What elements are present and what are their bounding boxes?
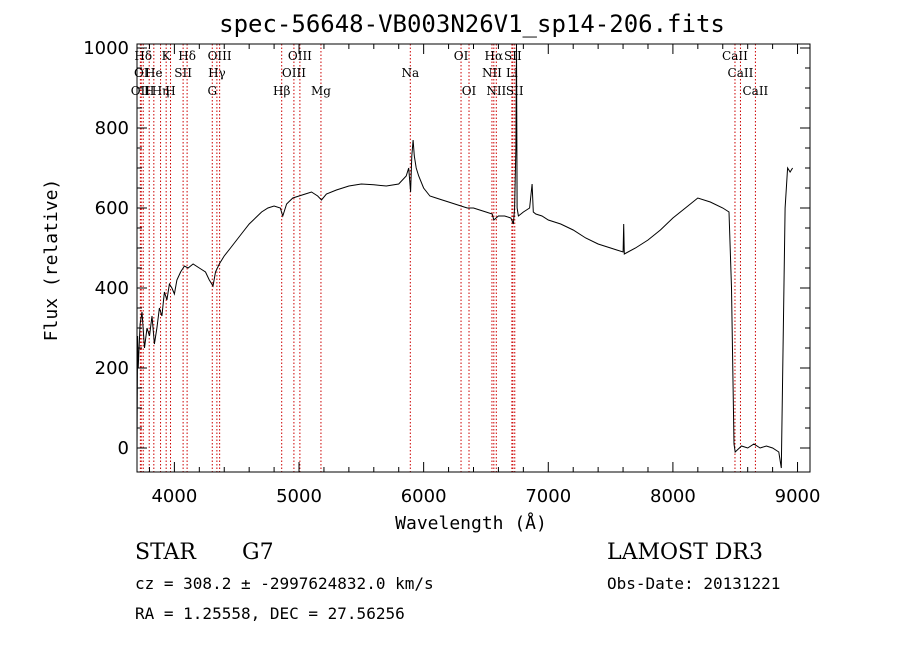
spectral-line-label: OI (454, 49, 469, 63)
coordinates-readout: RA = 1.25558, DEC = 27.56256 (135, 604, 405, 623)
survey-name: LAMOST DR3 (607, 540, 763, 565)
spectral-line-label: Hη (152, 84, 170, 98)
object-class: STAR (135, 540, 197, 565)
plot-frame (136, 43, 811, 473)
spectral-line-label: Hβ (273, 84, 290, 98)
spectral-line-label: H (144, 84, 154, 98)
spectral-line-label: SII (174, 66, 192, 80)
x-tick-label: 9000 (775, 486, 821, 507)
spectral-line-label: NII (482, 66, 502, 80)
spectral-line-label: OIII (288, 49, 312, 63)
object-subclass: G7 (242, 540, 274, 565)
y-tick-label: 1000 (83, 38, 129, 59)
y-axis-label: Flux (relative) (41, 179, 62, 342)
spectral-line-label: SII (506, 84, 524, 98)
chart-title: spec-56648-VB003N26V1_sp14-206.fits (219, 10, 725, 38)
spectrum-line (136, 43, 794, 469)
spectral-line-label: G (207, 84, 217, 98)
spectral-line-labels: OIIOIHδHHeHηKHSIIHδGHγOIIIHβOIIIOIIIMgNa… (131, 49, 769, 98)
spectral-line-label: OIII (208, 49, 232, 63)
spectral-line-label: CaII (728, 66, 754, 80)
spectral-line-label: NII (486, 84, 506, 98)
y-tick-label: 0 (118, 438, 129, 459)
spectral-line-label: SII (504, 49, 522, 63)
spectral-line-label: OI (134, 66, 149, 80)
spectral-line-label: Hα (485, 49, 504, 63)
x-axis-ticks: 4000 5000 6000 7000 8000 9000 (148, 44, 821, 507)
y-axis-ticks: 0 200 400 600 800 1000 (83, 38, 810, 459)
spectral-line-label: K (162, 49, 172, 63)
spectral-line-label: OII (131, 84, 151, 98)
y-tick-label: 600 (95, 198, 129, 219)
observation-date: Obs-Date: 20131221 (607, 574, 780, 593)
spectral-line-label: Hγ (208, 66, 226, 80)
y-tick-label: 200 (95, 358, 129, 379)
spectral-line-label: Hδ (178, 49, 196, 63)
spectral-line-label: CaII (742, 84, 768, 98)
y-tick-label: 800 (95, 118, 129, 139)
spectral-line-label: CaII (722, 49, 748, 63)
x-tick-label: 5000 (276, 486, 322, 507)
spectral-line-markers (139, 44, 756, 472)
x-tick-label: 6000 (401, 486, 447, 507)
spectral-line-label: OI (462, 84, 477, 98)
y-tick-label: 400 (95, 278, 129, 299)
spectral-line-label: Mg (311, 84, 331, 98)
spectral-line-label: Hδ (134, 49, 152, 63)
x-tick-label: 4000 (151, 486, 197, 507)
x-tick-label: 8000 (650, 486, 696, 507)
x-tick-label: 7000 (525, 486, 571, 507)
spectral-line-label: He (145, 66, 163, 80)
spectral-line-label: Li (506, 66, 518, 80)
spectral-line-label: H (165, 84, 175, 98)
spectral-line-label: Na (401, 66, 419, 80)
spectral-line-label: OIII (282, 66, 306, 80)
redshift-readout: cz = 308.2 ± -2997624832.0 km/s (135, 574, 434, 593)
x-axis-label: Wavelength (Å) (395, 512, 547, 534)
